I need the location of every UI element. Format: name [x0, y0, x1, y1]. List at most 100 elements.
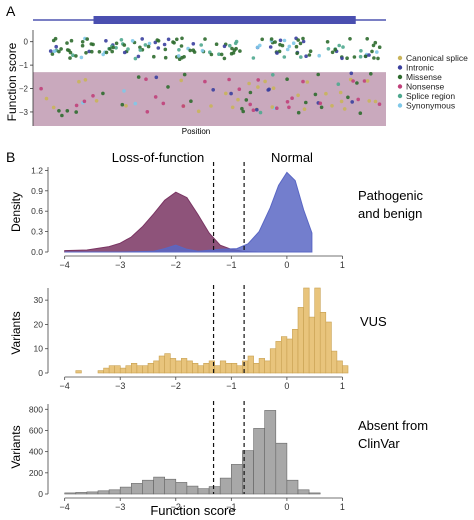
- scatter-point: [230, 105, 235, 110]
- scatter-point: [111, 45, 115, 50]
- scatter-point: [180, 36, 184, 41]
- y-tick-label: 20: [34, 319, 44, 329]
- scatter-point: [77, 79, 81, 84]
- scatter-point: [377, 102, 382, 106]
- scatter-point: [248, 90, 253, 95]
- scatter-point: [136, 54, 141, 59]
- scatter-point: [263, 79, 267, 84]
- scatter-point: [369, 72, 373, 76]
- scatter-point: [79, 55, 84, 60]
- histogram-bar: [247, 355, 254, 374]
- scatter-point: [163, 47, 168, 52]
- scatter-point: [74, 54, 78, 58]
- legend-swatch: [397, 55, 403, 61]
- y-tick-label: 800: [29, 404, 43, 414]
- scatter-point: [156, 46, 161, 50]
- legend-swatch: [397, 65, 403, 70]
- histogram-bar: [231, 362, 238, 374]
- scatter-point: [376, 56, 380, 61]
- histogram-bar: [75, 492, 88, 495]
- scatter-point: [188, 48, 192, 53]
- scatter-point: [373, 99, 378, 104]
- scatter-point: [89, 42, 94, 46]
- scatter-point: [373, 40, 378, 45]
- scatter-point: [342, 107, 347, 111]
- scatter-point: [241, 109, 245, 114]
- scatter-point: [330, 104, 334, 108]
- histogram-bar: [203, 362, 210, 374]
- panel-b-density: 0.0 0.3 0.6 0.9 1.2 −4 −3 −2 −1 0 1 Density Loss-o…: [9, 150, 424, 270]
- legend-entry: Missense: [406, 72, 442, 82]
- histogram-bar: [103, 367, 110, 374]
- scatter-point: [313, 92, 318, 97]
- x-tick-label: −1: [226, 381, 236, 391]
- x-tick-label: −4: [60, 381, 70, 391]
- scatter-point: [229, 91, 233, 96]
- x-tick-label: 1: [340, 381, 345, 391]
- scatter-point: [69, 38, 74, 43]
- scatter-point: [352, 55, 357, 59]
- scatter-point: [214, 42, 219, 46]
- histogram-bar: [308, 492, 321, 495]
- legend-entry: Canonical splice: [406, 53, 468, 63]
- histogram-bar: [169, 358, 177, 374]
- scatter-point: [233, 41, 238, 46]
- vus-bars: [75, 285, 349, 374]
- scatter-point: [377, 45, 382, 49]
- histogram-bar: [219, 360, 227, 374]
- histogram-bar: [136, 365, 143, 374]
- histogram-bar: [97, 490, 110, 495]
- panel-a-scatter: 0 −1 −2 −3 Function score Position Canonica…: [5, 16, 468, 136]
- scatter-point: [122, 50, 127, 55]
- scatter-point: [296, 93, 300, 98]
- scatter-point: [90, 49, 94, 54]
- histogram-bar: [286, 479, 299, 495]
- histogram-bar: [269, 348, 277, 374]
- scatter-point: [278, 38, 283, 43]
- x-tick-label: −4: [60, 502, 70, 512]
- panel-a-xlabel: Position: [182, 127, 210, 136]
- absent-ylabel: Variants: [9, 425, 23, 468]
- density-area: [64, 171, 313, 253]
- scatter-point: [370, 49, 374, 54]
- legend-entry: Nonsense: [406, 82, 445, 92]
- scatter-point: [52, 49, 57, 53]
- scatter-point: [91, 94, 95, 98]
- loss-of-function-band: [33, 72, 386, 126]
- scatter-point: [358, 54, 363, 59]
- scatter-point: [217, 52, 221, 56]
- y-tick-label: 400: [29, 447, 43, 457]
- scatter-point: [84, 51, 88, 55]
- density-axes: 0.0 0.3 0.6 0.9 1.2 −4 −3 −2 −1 0 1: [31, 165, 345, 270]
- scatter-point: [147, 41, 152, 46]
- histogram-bar: [153, 360, 160, 374]
- scatter-point: [39, 86, 43, 91]
- y-tick-label: 0.0: [31, 247, 43, 257]
- scatter-point: [238, 49, 242, 53]
- scatter-point: [302, 107, 307, 111]
- scatter-point: [296, 110, 301, 115]
- scatter-point: [222, 44, 227, 49]
- scatter-point: [65, 41, 69, 45]
- scatter-point: [44, 96, 49, 101]
- scatter-point: [140, 37, 144, 41]
- scatter-point: [251, 108, 256, 112]
- scatter-point: [50, 52, 55, 56]
- histogram-bar: [225, 362, 232, 374]
- histogram-bar: [142, 365, 149, 374]
- density-areas: [64, 162, 313, 253]
- histogram-bar: [297, 489, 310, 495]
- scatter-point: [175, 37, 179, 42]
- histogram-bar: [297, 307, 304, 374]
- y-tick-label: −1: [19, 61, 29, 70]
- histogram-bar: [147, 362, 154, 374]
- scatter-point: [101, 91, 105, 96]
- y-tick-label: −3: [19, 108, 29, 117]
- scatter-point: [275, 51, 279, 55]
- scatter-point: [301, 39, 306, 44]
- scatter-point: [133, 56, 138, 61]
- histogram-bar: [308, 316, 316, 374]
- scatter-point: [356, 97, 361, 102]
- scatter-point: [166, 37, 171, 42]
- x-tick-label: 0: [284, 260, 289, 270]
